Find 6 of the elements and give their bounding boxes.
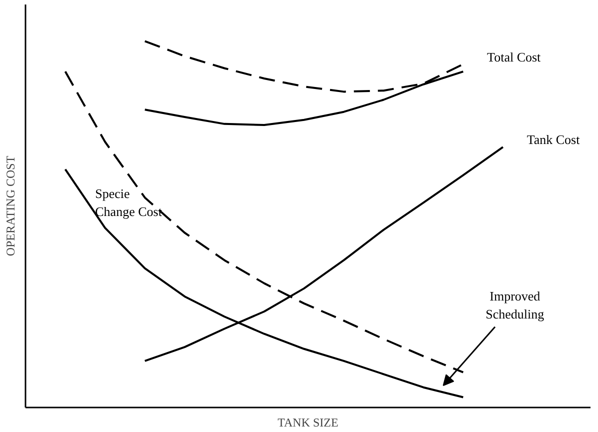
series-label: Total Cost <box>487 49 542 64</box>
annotation: Improved Scheduling <box>486 288 545 322</box>
x-axis-title: TANK SIZE <box>278 416 338 430</box>
annotation: Specie Change Cost <box>95 186 162 219</box>
y-axis-title: OPERATING COST <box>4 155 18 256</box>
series-label: Tank Cost <box>526 132 580 148</box>
